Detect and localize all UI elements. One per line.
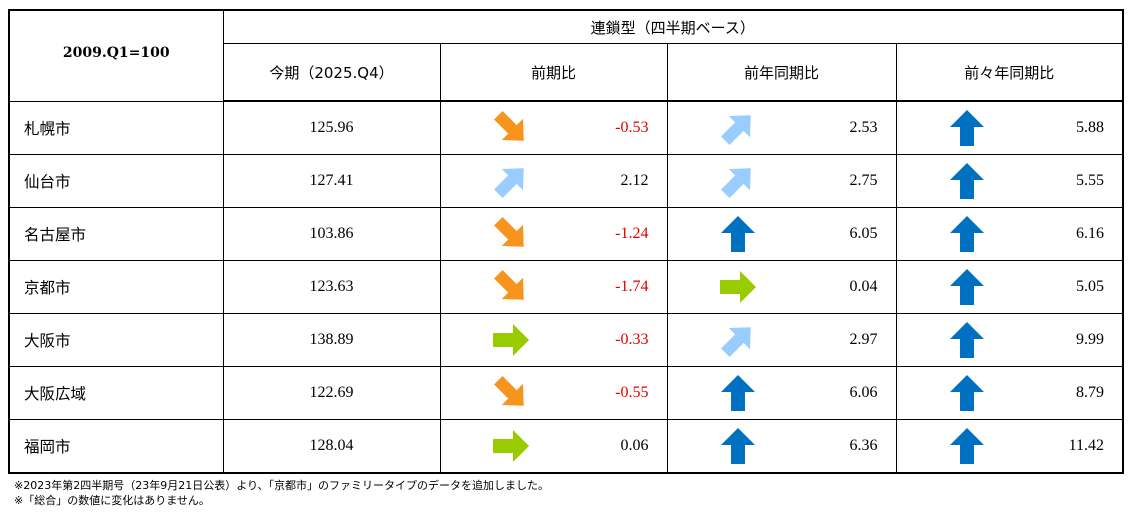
qoq-cell: -0.55 bbox=[439, 366, 668, 420]
price-index-table: 2009.Q1=100 連鎖型（四半期ベース） 今期（2025.Q4） 前期比 … bbox=[8, 9, 1125, 474]
up-icon bbox=[949, 163, 984, 199]
up-icon bbox=[949, 269, 984, 305]
qoq-value: 2.12 bbox=[620, 172, 649, 189]
y2y-value: 5.55 bbox=[1076, 172, 1105, 189]
up-icon bbox=[949, 110, 984, 146]
y2y-value: 9.99 bbox=[1076, 331, 1105, 348]
qoq-value: 0.06 bbox=[620, 437, 649, 454]
y2y-value: 5.88 bbox=[1076, 119, 1105, 136]
up-right-icon bbox=[720, 168, 751, 198]
footnotes: ※2023年第2四半期号（23年9月21日公表）より、「京都市」のファミリータイ… bbox=[14, 478, 549, 508]
yoy-cell: 2.75 bbox=[666, 154, 897, 208]
city-name: 札幌市 bbox=[8, 100, 224, 155]
current-value: 138.89 bbox=[222, 313, 441, 367]
down-icon bbox=[493, 270, 524, 300]
table-row: 大阪広域 122.69 -0.55 6.06 8.79 bbox=[8, 366, 1125, 420]
y2y-cell: 8.79 bbox=[895, 366, 1125, 420]
city-name: 大阪市 bbox=[8, 313, 224, 367]
qoq-value: -0.53 bbox=[615, 119, 649, 136]
qoq-value: -0.55 bbox=[615, 384, 649, 401]
current-value: 123.63 bbox=[222, 260, 441, 314]
qoq-cell: -1.24 bbox=[439, 207, 668, 261]
up-right-icon bbox=[720, 327, 751, 357]
y2y-value: 5.05 bbox=[1076, 278, 1105, 295]
yoy-cell: 6.06 bbox=[666, 366, 897, 420]
up-icon bbox=[720, 216, 755, 252]
yoy-value: 2.75 bbox=[849, 172, 878, 189]
yoy-cell: 0.04 bbox=[666, 260, 897, 314]
table-row: 名古屋市 103.86 -1.24 6.05 6.16 bbox=[8, 207, 1125, 261]
flat-icon bbox=[492, 324, 529, 356]
up-icon bbox=[949, 322, 984, 358]
up-icon bbox=[949, 428, 984, 464]
qoq-cell: -0.53 bbox=[439, 100, 668, 155]
up-icon bbox=[949, 216, 984, 252]
y2y-value: 8.79 bbox=[1076, 384, 1105, 401]
yoy-cell: 2.53 bbox=[666, 100, 897, 155]
group-title: 連鎖型（四半期ベース） bbox=[222, 9, 1125, 44]
table-row: 札幌市 125.96 -0.53 2.53 5.88 bbox=[8, 100, 1125, 155]
down-icon bbox=[493, 217, 524, 247]
flat-icon bbox=[492, 430, 529, 462]
down-icon bbox=[493, 376, 524, 406]
column-header-two-year: 前々年同期比 bbox=[895, 43, 1125, 102]
yoy-cell: 6.36 bbox=[666, 419, 897, 474]
city-name: 名古屋市 bbox=[8, 207, 224, 261]
yoy-value: 6.05 bbox=[849, 225, 878, 242]
qoq-cell: 0.06 bbox=[439, 419, 668, 474]
yoy-value: 6.06 bbox=[849, 384, 878, 401]
y2y-value: 6.16 bbox=[1076, 225, 1105, 242]
up-right-icon bbox=[493, 168, 524, 198]
current-value: 122.69 bbox=[222, 366, 441, 420]
table-row: 京都市 123.63 -1.74 0.04 5.05 bbox=[8, 260, 1125, 314]
yoy-value: 2.53 bbox=[849, 119, 878, 136]
up-icon bbox=[720, 428, 755, 464]
current-value: 103.86 bbox=[222, 207, 441, 261]
qoq-value: -1.24 bbox=[615, 225, 649, 242]
current-value: 127.41 bbox=[222, 154, 441, 208]
yoy-value: 0.04 bbox=[849, 278, 878, 295]
up-icon bbox=[720, 375, 755, 411]
qoq-value: -0.33 bbox=[615, 331, 649, 348]
y2y-cell: 5.55 bbox=[895, 154, 1125, 208]
qoq-value: -1.74 bbox=[615, 278, 649, 295]
yoy-value: 6.36 bbox=[849, 437, 878, 454]
table-row: 仙台市 127.41 2.12 2.75 5.55 bbox=[8, 154, 1125, 208]
table-row: 福岡市 128.04 0.06 6.36 11.42 bbox=[8, 419, 1125, 474]
footnote: ※「総合」の数値に変化はありません。 bbox=[14, 494, 210, 507]
y2y-cell: 6.16 bbox=[895, 207, 1125, 261]
flat-icon bbox=[719, 271, 756, 303]
qoq-cell: -1.74 bbox=[439, 260, 668, 314]
city-name: 大阪広域 bbox=[8, 366, 224, 420]
column-header-yoy: 前年同期比 bbox=[666, 43, 897, 102]
column-header-qoq: 前期比 bbox=[439, 43, 668, 102]
yoy-cell: 2.97 bbox=[666, 313, 897, 367]
current-value: 128.04 bbox=[222, 419, 441, 474]
city-name: 福岡市 bbox=[8, 419, 224, 474]
qoq-cell: 2.12 bbox=[439, 154, 668, 208]
qoq-cell: -0.33 bbox=[439, 313, 668, 367]
down-icon bbox=[493, 111, 524, 141]
yoy-value: 2.97 bbox=[849, 331, 878, 348]
current-value: 125.96 bbox=[222, 100, 441, 155]
y2y-cell: 5.88 bbox=[895, 100, 1125, 155]
y2y-cell: 11.42 bbox=[895, 419, 1125, 474]
y2y-cell: 5.05 bbox=[895, 260, 1125, 314]
up-right-icon bbox=[720, 115, 751, 145]
y2y-value: 11.42 bbox=[1068, 437, 1105, 454]
base-period-label: 2009.Q1=100 bbox=[8, 9, 224, 102]
up-icon bbox=[949, 375, 984, 411]
city-name: 京都市 bbox=[8, 260, 224, 314]
yoy-cell: 6.05 bbox=[666, 207, 897, 261]
table-row: 大阪市 138.89 -0.33 2.97 9.99 bbox=[8, 313, 1125, 367]
city-name: 仙台市 bbox=[8, 154, 224, 208]
footnote: ※2023年第2四半期号（23年9月21日公表）より、「京都市」のファミリータイ… bbox=[14, 479, 550, 492]
column-header-current: 今期（2025.Q4） bbox=[222, 43, 441, 102]
y2y-cell: 9.99 bbox=[895, 313, 1125, 367]
